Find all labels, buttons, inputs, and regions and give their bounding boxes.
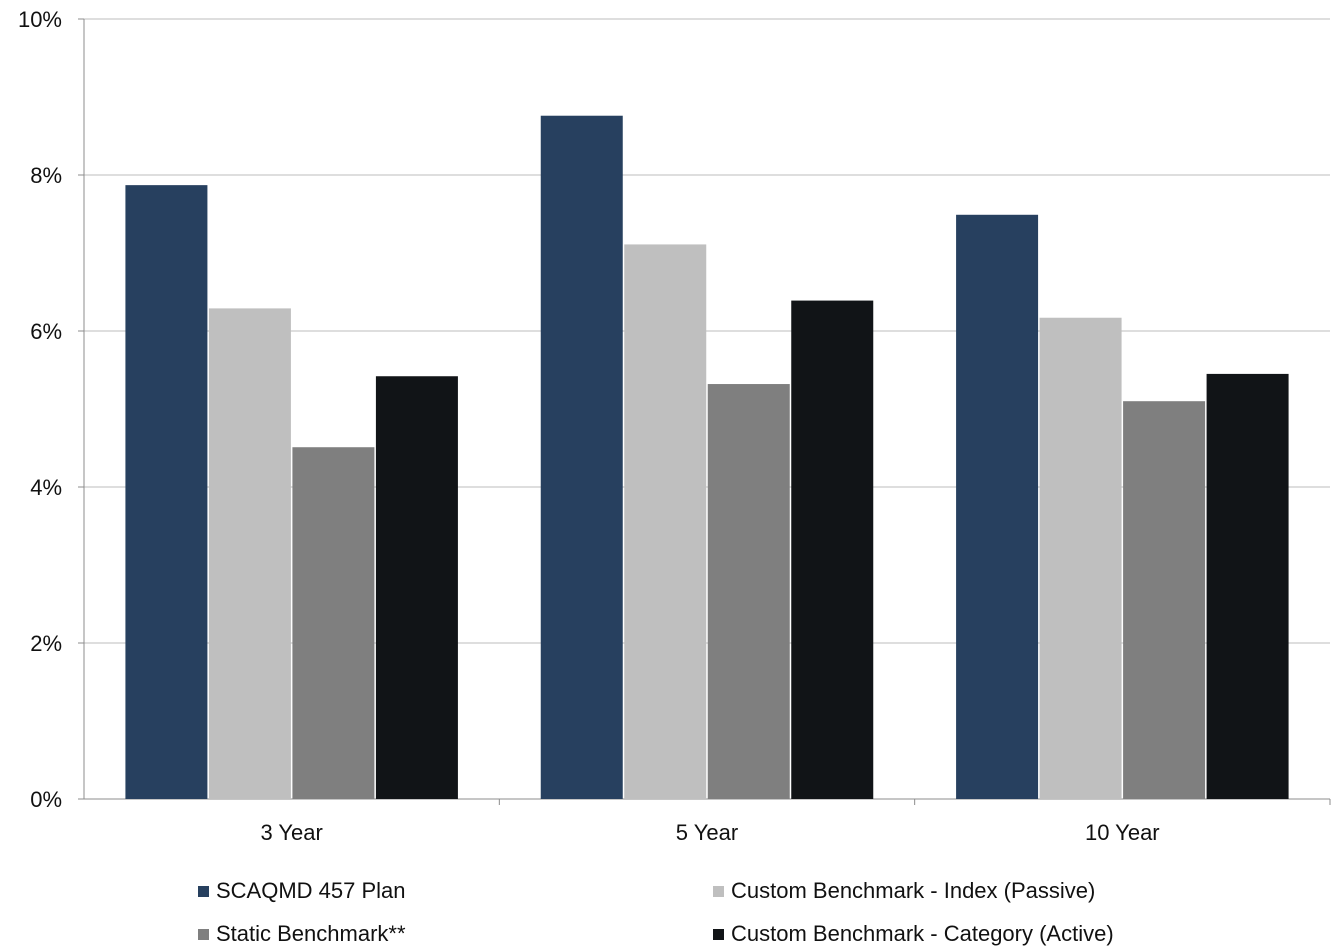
legend-swatch xyxy=(713,928,724,940)
legend-label: Custom Benchmark - Category (Active) xyxy=(731,921,1114,946)
bar xyxy=(125,185,208,799)
bar xyxy=(1206,373,1289,799)
y-tick-label: 4% xyxy=(30,475,62,500)
x-tick-label: 3 Year xyxy=(260,820,322,845)
y-tick-label: 8% xyxy=(30,163,62,188)
y-tick-label: 6% xyxy=(30,319,62,344)
bar xyxy=(375,376,458,799)
y-tick-label: 0% xyxy=(30,787,62,812)
legend-swatch xyxy=(713,885,724,897)
legend-swatch xyxy=(198,885,209,897)
bar xyxy=(707,384,790,799)
bar xyxy=(540,115,623,800)
legend-item-custom-benchmark-index: Custom Benchmark - Index (Passive) xyxy=(713,878,1095,904)
x-tick-label: 5 Year xyxy=(676,820,738,845)
legend: SCAQMD 457 Plan Custom Benchmark - Index… xyxy=(0,872,1335,951)
y-tick-label: 10% xyxy=(18,7,62,32)
legend-swatch xyxy=(198,928,209,940)
bar-chart: 0% 2% 4% 6% 8% 10% 3 Year 5 Year 10 Year xyxy=(18,7,1331,845)
bar xyxy=(1039,317,1122,799)
legend-item-scaqmd-457-plan: SCAQMD 457 Plan xyxy=(198,878,406,904)
x-tick-label: 10 Year xyxy=(1085,820,1160,845)
bar xyxy=(956,214,1039,799)
legend-item-static-benchmark: Static Benchmark** xyxy=(198,921,406,947)
bar xyxy=(624,244,707,800)
legend-item-custom-benchmark-category: Custom Benchmark - Category (Active) xyxy=(713,921,1114,947)
legend-label: Static Benchmark** xyxy=(216,921,406,946)
y-tick-label: 2% xyxy=(30,631,62,656)
bar xyxy=(791,300,874,799)
bar xyxy=(208,308,291,799)
legend-label: Custom Benchmark - Index (Passive) xyxy=(731,878,1096,903)
legend-label: SCAQMD 457 Plan xyxy=(216,878,406,903)
bar xyxy=(292,447,375,799)
bar xyxy=(1123,401,1206,799)
